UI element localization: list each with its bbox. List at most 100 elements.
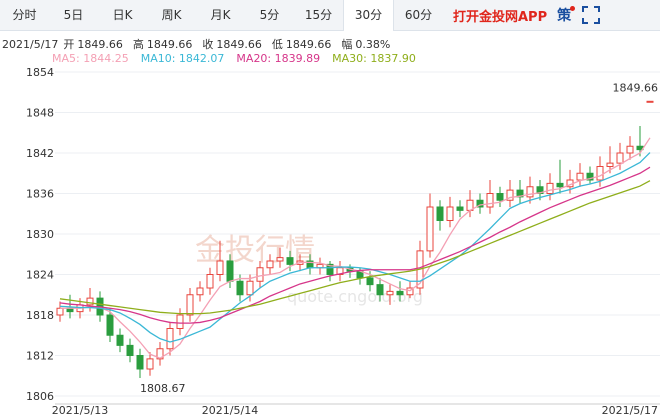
candle-body [436, 206, 444, 221]
candle-body [126, 344, 134, 356]
candle-body [396, 290, 404, 296]
candle-body [286, 257, 294, 265]
x-tick-label: 2021/5/13 [52, 404, 108, 417]
legend-item: MA30: 1837.90 [332, 52, 416, 65]
candle-body [576, 172, 584, 181]
candle-body [606, 162, 614, 167]
candle-body [536, 186, 544, 194]
tab-bar: 分时 5日 日K 周K 月K 5分 15分 30分 60分 打开金投网APP 策 [0, 0, 660, 31]
candle-body [376, 284, 384, 296]
candle-body [176, 314, 184, 329]
legend-item: MA5: 1844.25 [52, 52, 129, 65]
candle-body [116, 334, 124, 346]
info-value: 1849.66 [146, 38, 193, 51]
candle-body [226, 260, 234, 282]
candle-body [556, 182, 564, 188]
info-date: 2021/5/17 [2, 38, 59, 51]
candle-body [486, 193, 494, 208]
candle-body [646, 100, 654, 103]
legend: MA5: 1844.25 MA10: 1842.07 MA20: 1839.89 MA… [52, 52, 428, 65]
info-item: 低 1849.66 [272, 38, 337, 51]
tab[interactable]: 周K [161, 8, 182, 22]
ma-line [59, 166, 651, 324]
tab[interactable]: 日K [112, 8, 133, 22]
ma-line [60, 137, 651, 359]
candle-body [386, 290, 394, 296]
candle-body [206, 274, 214, 289]
candle-body [336, 267, 344, 275]
strategy-button[interactable]: 策 [557, 5, 576, 25]
legend-item: MA10: 1842.07 [140, 52, 225, 65]
candle-body [196, 287, 204, 296]
candle-body [616, 152, 624, 164]
candle-body [86, 297, 94, 306]
candle-body [526, 186, 534, 198]
y-tick-label: 1848 [26, 107, 54, 120]
info-item: 开 1849.66 [63, 38, 128, 51]
legend-item: MA20: 1839.89 [236, 52, 321, 65]
info-label: 收 [202, 38, 214, 51]
watermark-brand: 金投行情 [195, 233, 315, 268]
candle-body [476, 199, 484, 208]
candle-body [446, 206, 454, 221]
info-line: 2021/5/17 开 1849.66 高 1849.66 收 1849.66 低 1849.6… [2, 36, 400, 52]
candle-body [326, 263, 334, 275]
y-tick-label: 1818 [26, 309, 54, 322]
x-tick-label: 2021/5/14 [202, 404, 258, 417]
candle-body [366, 277, 374, 286]
candle-body [256, 267, 264, 282]
info-item: 收 1849.66 [202, 38, 267, 51]
app-link[interactable]: 打开金投网APP [453, 9, 548, 25]
candle-body [146, 358, 154, 370]
info-label: 低 [271, 38, 283, 51]
info-value: 0.38% [355, 38, 391, 51]
candle-body [406, 287, 414, 296]
y-tick-label: 1806 [26, 390, 54, 403]
candle-body [276, 257, 284, 262]
candle-body [216, 260, 224, 275]
candle-body [186, 294, 194, 316]
info-label: 幅 [341, 38, 353, 51]
info-value: 1849.66 [216, 38, 262, 51]
info-item: 高 1849.66 [133, 38, 198, 51]
tab[interactable]: 5分 [259, 8, 280, 22]
y-tick-label: 1824 [26, 269, 54, 282]
tab[interactable]: 15分 [304, 8, 333, 22]
ma-line [59, 152, 651, 343]
candle-body [266, 260, 274, 269]
info-label: 开 [63, 38, 75, 51]
tab[interactable]: 30分 [343, 0, 394, 31]
info-value: 1849.66 [285, 38, 332, 51]
y-tick-label: 1836 [26, 188, 54, 201]
candle-body [106, 314, 114, 336]
candle-body [596, 166, 604, 181]
tab[interactable]: 60分 [404, 8, 433, 22]
candle-body [166, 328, 174, 350]
low-annotation: 1808.67 [140, 382, 186, 395]
candle-body [546, 182, 554, 194]
candle-body [506, 189, 514, 201]
candle-body [56, 307, 64, 316]
candle-body [236, 280, 244, 296]
high-annotation: 1849.66 [613, 81, 659, 94]
tab[interactable]: 5日 [63, 8, 84, 22]
candle-body [456, 206, 464, 211]
candle-body [626, 145, 634, 154]
fullscreen-icon[interactable] [581, 5, 601, 25]
candle-body [246, 280, 254, 296]
info-label: 高 [132, 38, 144, 51]
candle-body [516, 189, 524, 198]
badge-dot [570, 6, 576, 11]
candle-body [586, 172, 594, 181]
y-tick-label: 1854 [26, 66, 54, 79]
tab[interactable]: 分时 [12, 8, 37, 22]
tab[interactable]: 月K [210, 8, 231, 22]
y-tick-label: 1812 [26, 350, 54, 363]
candle-body [496, 193, 504, 201]
y-tick-label: 1842 [26, 147, 54, 160]
y-tick-label: 1830 [26, 228, 54, 241]
ma-line [59, 180, 651, 315]
info-item: 幅 0.38% [341, 38, 395, 51]
